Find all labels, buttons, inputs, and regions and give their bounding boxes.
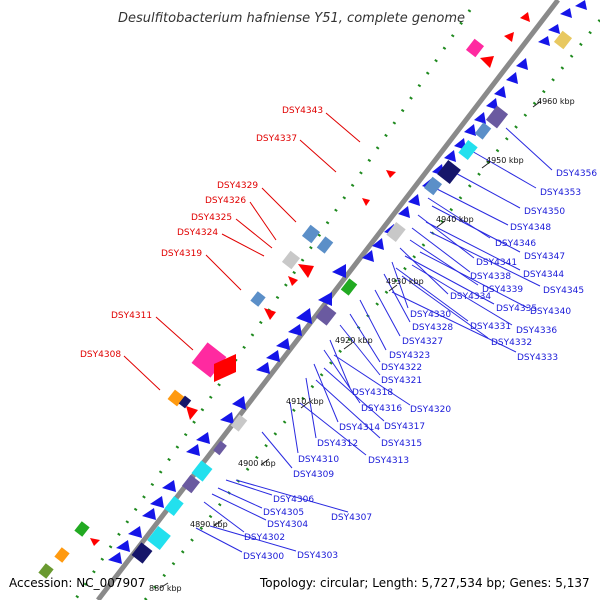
gene-label-reverse[interactable]: DSY4341 [476, 258, 517, 268]
kbp-label: 4920 kbp [335, 336, 373, 345]
kbp-label: 880 kbp [149, 584, 182, 593]
gene-label-reverse[interactable]: DSY4321 [381, 376, 422, 386]
gene-label-reverse[interactable]: DSY4346 [495, 239, 536, 249]
gene-label-reverse[interactable]: DSY4340 [530, 307, 571, 317]
kbp-label: 4930 kbp [386, 277, 424, 286]
gene-label-reverse[interactable]: DSY4318 [352, 388, 393, 398]
gene-label-forward[interactable]: DSY4324 [177, 228, 218, 238]
kbp-label: 4940 kbp [436, 215, 474, 224]
gene-label-reverse[interactable]: DSY4356 [556, 169, 597, 179]
gene-label-reverse[interactable]: DSY4320 [410, 405, 451, 415]
gene-label-reverse[interactable]: DSY4353 [540, 188, 581, 198]
gene-label-reverse[interactable]: DSY4331 [470, 322, 511, 332]
gene-label-forward[interactable]: DSY4329 [217, 181, 258, 191]
gene-label-reverse[interactable]: DSY4347 [524, 252, 565, 262]
gene-label-reverse[interactable]: DSY4345 [543, 286, 584, 296]
gene-label-reverse[interactable]: DSY4339 [482, 285, 523, 295]
gene-label-forward[interactable]: DSY4325 [191, 213, 232, 223]
gene-label-reverse[interactable]: DSY4302 [244, 533, 285, 543]
genome-summary: Topology: circular; Length: 5,727,534 bp… [259, 576, 590, 590]
kbp-label: 4890 kbp [190, 520, 228, 529]
gene-label-reverse[interactable]: DSY4312 [317, 439, 358, 449]
gene-label-reverse[interactable]: DSY4314 [339, 423, 380, 433]
gene-label-reverse[interactable]: DSY4330 [410, 310, 451, 320]
gene-label-forward[interactable]: DSY4319 [161, 249, 202, 259]
kbp-ticks [159, 100, 542, 589]
map-title: Desulfitobacterium hafniense Y51, comple… [118, 11, 465, 26]
gene-label-reverse[interactable]: DSY4317 [384, 422, 425, 432]
gene-label-forward[interactable]: DSY4308 [80, 350, 121, 360]
gene-label-reverse[interactable]: DSY4300 [243, 552, 284, 562]
reverse-colored-genes [131, 30, 573, 564]
gene-label-reverse[interactable]: DSY4307 [331, 513, 372, 523]
gene-label-reverse[interactable]: DSY4305 [263, 508, 304, 518]
accession-label: Accession: NC_007907 [9, 576, 145, 590]
gene-label-forward[interactable]: DSY4337 [256, 134, 297, 144]
gene-label-reverse[interactable]: DSY4335 [496, 304, 537, 314]
gene-label-reverse[interactable]: DSY4328 [412, 323, 453, 333]
gene-label-reverse[interactable]: DSY4313 [368, 456, 409, 466]
gene-label-forward[interactable]: DSY4326 [205, 196, 246, 206]
gene-label-reverse[interactable]: DSY4309 [293, 470, 334, 480]
gene-label-reverse[interactable]: DSY4310 [298, 455, 339, 465]
gene-label-reverse[interactable]: DSY4344 [523, 270, 564, 280]
gene-label-reverse[interactable]: DSY4304 [267, 520, 308, 530]
forward-leaders [123, 112, 361, 391]
kbp-label: 4960 kbp [537, 97, 575, 106]
gene-label-reverse[interactable]: DSY4306 [273, 495, 314, 505]
gene-label-reverse[interactable]: DSY4303 [297, 551, 338, 561]
reverse-leaders [195, 127, 553, 553]
gene-label-forward[interactable]: DSY4343 [282, 106, 323, 116]
kbp-label: 4950 kbp [486, 156, 524, 165]
gene-label-reverse[interactable]: DSY4323 [389, 351, 430, 361]
gene-label-reverse[interactable]: DSY4348 [510, 223, 551, 233]
gene-label-reverse[interactable]: DSY4316 [361, 404, 402, 414]
kbp-label: 4910 kbp [286, 397, 324, 406]
gene-label-reverse[interactable]: DSY4322 [381, 363, 422, 373]
reverse-gene-arrows [108, 0, 587, 564]
gene-label-reverse[interactable]: DSY4315 [381, 439, 422, 449]
gene-label-reverse[interactable]: DSY4334 [450, 292, 491, 302]
gene-label-forward[interactable]: DSY4311 [111, 311, 152, 321]
gene-label-reverse[interactable]: DSY4338 [470, 272, 511, 282]
forward-genes [38, 12, 530, 579]
kbp-label: 4900 kbp [238, 459, 276, 468]
gene-label-reverse[interactable]: DSY4350 [524, 207, 565, 217]
gene-label-reverse[interactable]: DSY4333 [517, 353, 558, 363]
gene-label-reverse[interactable]: DSY4332 [491, 338, 532, 348]
gene-label-reverse[interactable]: DSY4336 [516, 326, 557, 336]
gene-label-reverse[interactable]: DSY4327 [402, 337, 443, 347]
